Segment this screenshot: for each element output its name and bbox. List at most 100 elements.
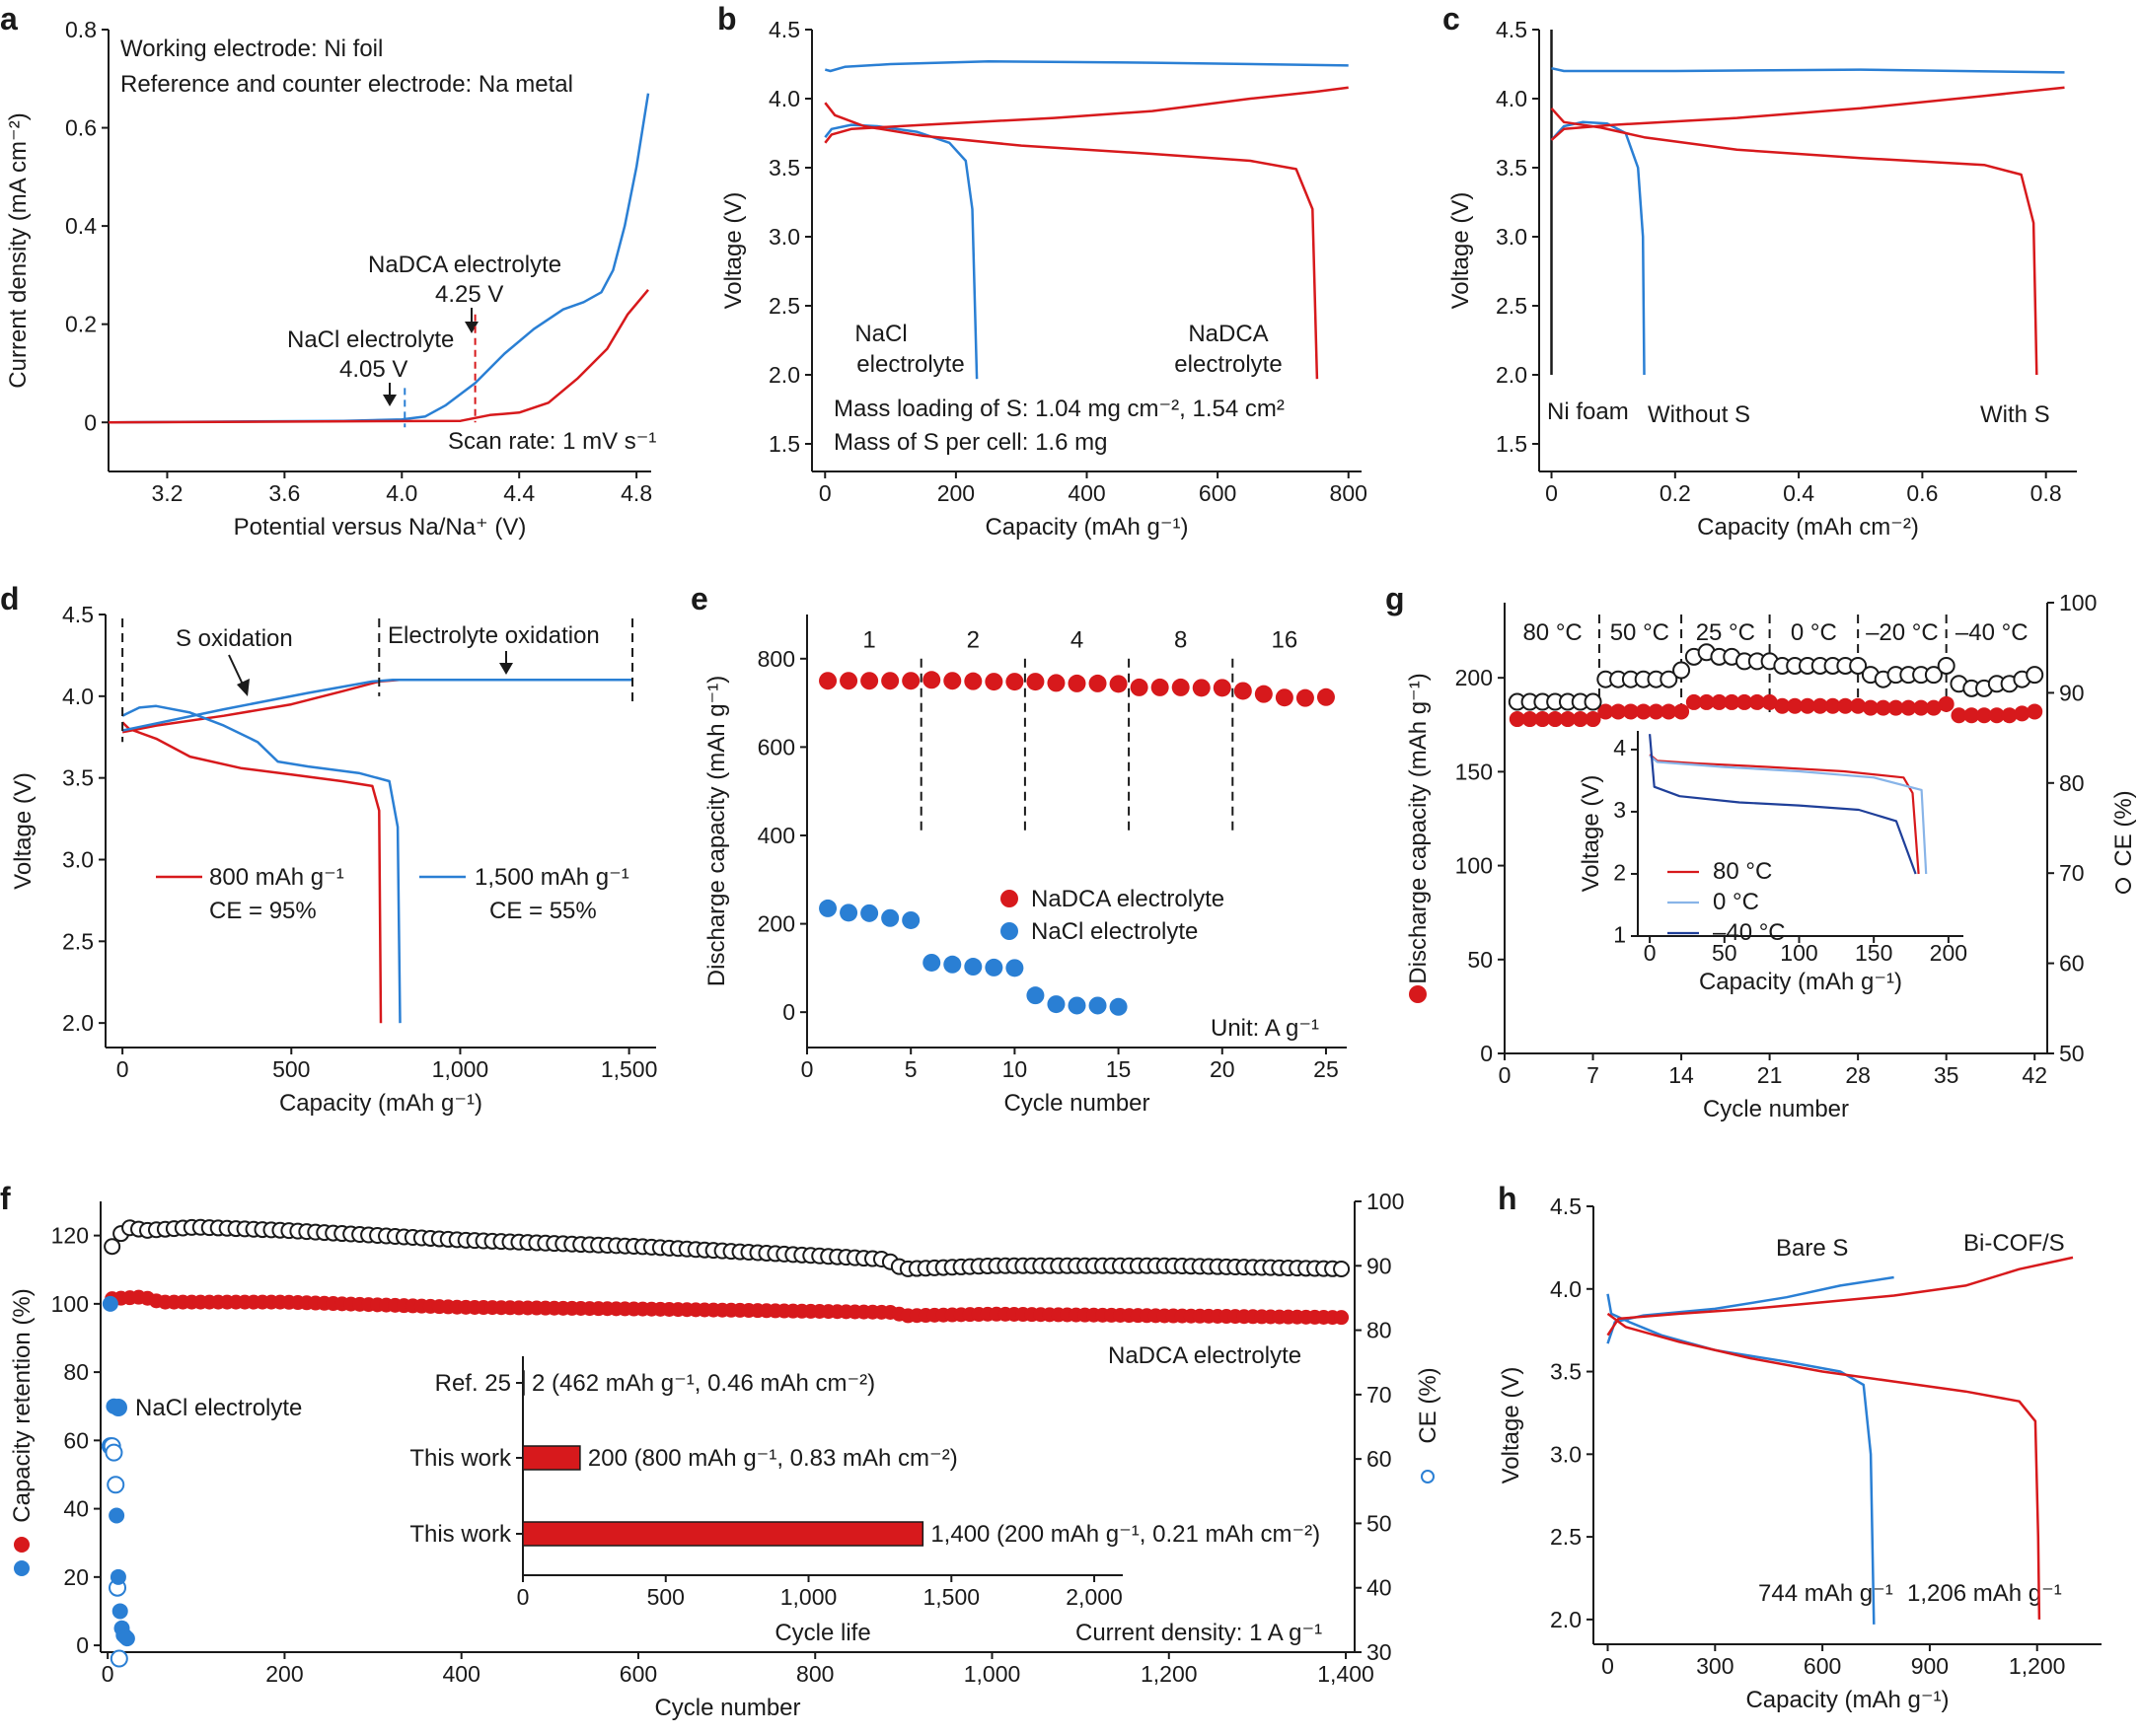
line-b-red-2 xyxy=(824,102,1319,380)
y-tick-label-d: 3.0 xyxy=(62,847,94,873)
point-g-capacity xyxy=(1597,703,1614,720)
point-g-capacity xyxy=(2001,707,2018,724)
y-tick-label-e: 400 xyxy=(758,823,795,848)
x-tick-label-a: 3.2 xyxy=(151,480,183,506)
y-tick-label-h: 4.5 xyxy=(1550,1194,1582,1219)
x-tick-label-g-inset: 150 xyxy=(1855,940,1892,966)
y-tick-label-f: 40 xyxy=(63,1496,89,1522)
line-c-blue-2 xyxy=(1550,120,1646,376)
x-tick-label-b: 0 xyxy=(819,480,832,506)
y-tick-label-b: 3.0 xyxy=(769,224,800,250)
y2-tick-label-g: 60 xyxy=(2059,951,2085,976)
point-f-nadca-retention xyxy=(1334,1310,1350,1326)
line-c-blue-1 xyxy=(1551,66,2065,74)
x-tick-label-g: 28 xyxy=(1845,1062,1871,1088)
y-tick-label-e: 800 xyxy=(758,646,795,672)
x-tick-label-c: 0.6 xyxy=(1906,480,1938,506)
point-e-blue xyxy=(1047,995,1066,1014)
y-tick-label-a: 0.8 xyxy=(65,17,97,42)
y-tick-label-c: 3.5 xyxy=(1496,155,1527,181)
line-b-blue-1 xyxy=(824,123,979,380)
annotation-working-electrode: Working electrode: Ni foil xyxy=(120,36,383,62)
x-tick-label-a: 4.0 xyxy=(386,480,417,506)
annotation-nacl-electrolyte-f: NaCl electrolyte xyxy=(135,1395,302,1421)
point-g-capacity xyxy=(1850,697,1867,714)
y-tick-label-g: 50 xyxy=(1467,947,1493,973)
y-tick-label-c: 2.5 xyxy=(1496,293,1527,319)
x-axis-label-g-inset: Capacity (mAh g⁻¹) xyxy=(1699,969,1902,995)
line-g-inset-2 xyxy=(1649,734,1917,875)
y2-tick-label-g: 90 xyxy=(2059,680,2085,705)
point-e-blue xyxy=(922,953,941,972)
x-tick-label-f: 1,200 xyxy=(1141,1661,1198,1687)
panel-label-b: b xyxy=(717,1,737,36)
y-axis-label-a: Current density (mA cm⁻²) xyxy=(5,112,32,388)
panel-label-c: c xyxy=(1442,1,1460,36)
y2-tick-label-f: 90 xyxy=(1366,1253,1392,1278)
point-g-capacity xyxy=(1622,703,1639,720)
annotation-reference-electrode: Reference and counter electrode: Na meta… xyxy=(120,71,573,98)
point-g-capacity xyxy=(1913,699,1930,716)
point-g-capacity xyxy=(1963,707,1980,724)
x-axis-label-c: Capacity (mAh cm⁻²) xyxy=(1697,514,1919,541)
y-tick-label-b: 2.5 xyxy=(769,293,800,319)
y-tick-label-c: 1.5 xyxy=(1496,431,1527,457)
temp-label-g-3: 0 °C xyxy=(1791,619,1837,646)
annotation-nacl-line2: electrolyte xyxy=(856,351,964,378)
x-tick-label-c: 0 xyxy=(1545,480,1558,506)
x-tick-label-d: 1,500 xyxy=(601,1056,658,1082)
point-g-capacity xyxy=(1951,707,1967,724)
point-f-nadca-ce xyxy=(104,1238,121,1256)
x-tick-label-f-inset: 0 xyxy=(517,1584,530,1610)
point-e-red xyxy=(860,672,879,690)
y-tick-label-e: 0 xyxy=(782,999,795,1025)
arrowhead-4-25v xyxy=(465,322,479,333)
x-tick-label-g: 35 xyxy=(1934,1062,1959,1088)
point-e-red xyxy=(1088,674,1107,692)
point-f-nacl-ce xyxy=(110,1649,128,1668)
x-axis-label-e: Cycle number xyxy=(1003,1090,1149,1117)
y2-tick-label-g: 100 xyxy=(2059,590,2097,615)
y-tick-label-h: 3.0 xyxy=(1550,1441,1582,1467)
temp-label-g-4: –20 °C xyxy=(1866,619,1939,646)
rate-label-e-2: 4 xyxy=(1070,627,1083,654)
point-g-capacity xyxy=(1837,697,1854,714)
y-axis-label-b: Voltage (V) xyxy=(720,192,747,310)
x-tick-label-e: 15 xyxy=(1106,1056,1132,1082)
point-e-red xyxy=(1316,687,1335,706)
line-h-blue-0 xyxy=(1606,1293,1876,1625)
point-e-red xyxy=(1275,688,1293,707)
point-e-red xyxy=(819,672,838,690)
arrowhead-4-05v xyxy=(383,395,397,406)
x-tick-label-b: 400 xyxy=(1068,480,1105,506)
x-tick-label-g: 42 xyxy=(2022,1062,2047,1088)
y2-tick-label-g: 80 xyxy=(2059,770,2085,796)
point-g-capacity xyxy=(1673,703,1690,720)
y-tick-label-f: 80 xyxy=(63,1359,89,1385)
x-tick-label-f-inset: 2,000 xyxy=(1066,1584,1123,1610)
bar-f-inset xyxy=(522,1445,581,1471)
point-f-nacl-retention xyxy=(110,1568,126,1585)
x-tick-label-h: 600 xyxy=(1804,1653,1841,1679)
point-f-nacl-retention xyxy=(118,1630,135,1647)
x-tick-label-d: 500 xyxy=(272,1056,310,1082)
legend-ce-55: CE = 55% xyxy=(489,898,597,924)
y-tick-label-a: 0 xyxy=(84,409,97,435)
line-d-blue-2 xyxy=(121,704,402,1024)
y-tick-label-h: 3.5 xyxy=(1550,1359,1582,1385)
point-e-red xyxy=(881,672,900,690)
x-axis-label-a: Potential versus Na/Na⁺ (V) xyxy=(234,514,527,541)
annotation-bare-s: Bare S xyxy=(1776,1235,1848,1262)
y-tick-label-d: 2.5 xyxy=(62,928,94,954)
temp-label-g-1: 50 °C xyxy=(1610,619,1669,646)
point-g-capacity xyxy=(1509,711,1525,728)
y-tick-label-a: 0.6 xyxy=(65,115,97,141)
arrowhead-electrolyte-oxidation xyxy=(499,663,513,675)
point-g-capacity xyxy=(1887,699,1904,716)
x-tick-label-b: 600 xyxy=(1199,480,1236,506)
x-tick-label-b: 200 xyxy=(937,480,975,506)
point-f-nacl-ce xyxy=(105,1443,123,1462)
x-tick-label-f-inset: 1,000 xyxy=(780,1584,838,1610)
point-f-nacl-retention xyxy=(102,1295,118,1312)
x-tick-label-c: 0.4 xyxy=(1783,480,1814,506)
